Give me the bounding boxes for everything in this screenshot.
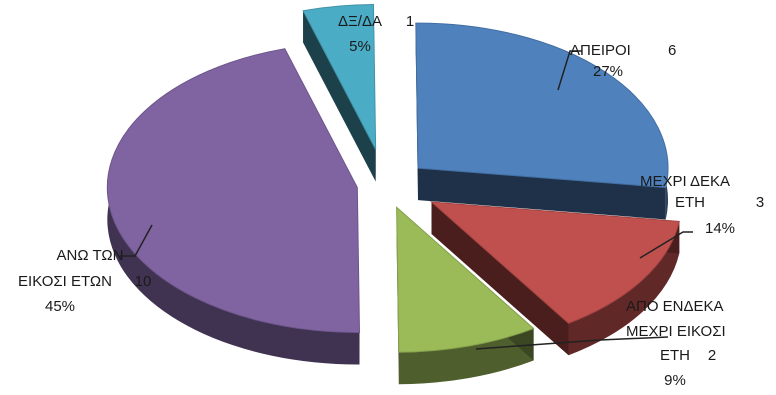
- slice-label-2-line-1: ΜΕΧΡΙ ΔΕΚΑ: [640, 173, 730, 190]
- slice-label-4-line-2: ΕΙΚΟΣΙ ΕΤΩΝ: [18, 273, 112, 290]
- leader-line-1: [557, 50, 582, 91]
- slice-percent-4: 45%: [45, 298, 75, 315]
- leader-line-3: [475, 336, 669, 350]
- slice-percent-2: 14%: [705, 220, 735, 237]
- slice-side-3: [398, 328, 534, 385]
- slice-label-4-line-1: ΑΝΩ ΤΩΝ: [57, 247, 124, 264]
- slice-wall-5a: [303, 10, 376, 182]
- leader-lines: [120, 50, 693, 350]
- slice-label-1-line-1: ΑΠΕΙΡΟΙ: [570, 42, 631, 59]
- slice-label-3-line-3: ΕΤΗ: [660, 347, 690, 364]
- slice-value-4: 10: [135, 273, 152, 290]
- slice-4: [106, 48, 361, 333]
- slice-percent-1: 27%: [593, 63, 623, 80]
- slice-label-5-line-1: ΔΞ/ΔΑ: [338, 13, 382, 30]
- slice-percent-5: 5%: [349, 38, 371, 55]
- slice-label-3-line-2: ΜΕΧΡΙ ΕΙΚΟΣΙ: [626, 323, 726, 340]
- slice-percent-3: 9%: [664, 372, 686, 389]
- slice-2: [430, 201, 680, 324]
- slice-5: [302, 3, 377, 150]
- slice-value-5: 1: [406, 13, 414, 30]
- slice-1: [415, 22, 669, 189]
- slice-tops: [106, 3, 680, 353]
- slice-wall-1b: [418, 168, 666, 220]
- slice-label-2-line-2: ΕΤΗ: [675, 194, 705, 211]
- slice-value-2: 3: [756, 194, 764, 211]
- slice-label-3-line-1: ΑΠΟ ΕΝΔΕΚΑ: [626, 298, 724, 315]
- slice-wall-2b: [431, 202, 569, 356]
- slice-3: [396, 206, 535, 353]
- leader-line-2: [639, 231, 693, 259]
- slice-value-1: 6: [668, 42, 676, 59]
- slice-side-2: [568, 221, 680, 356]
- leader-line-4: [120, 224, 153, 257]
- slice-side-4: [107, 48, 360, 365]
- data-labels: ΑΠΕΙΡΟΙ 6 27% ΜΕΧΡΙ ΔΕΚΑ ΕΤΗ 3 14% ΑΠΟ ΕΝΔΕΚΑ ΜΕ…: [18, 13, 764, 389]
- slice-value-3: 2: [708, 347, 716, 364]
